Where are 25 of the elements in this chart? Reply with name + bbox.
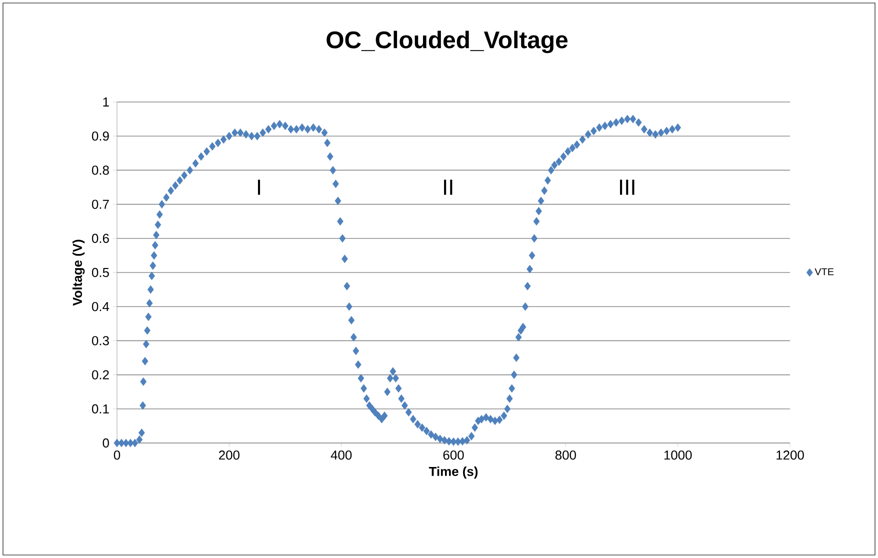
annotation: I xyxy=(258,180,260,195)
y-tick-label: 0.4 xyxy=(92,302,110,312)
x-tick-label: 600 xyxy=(443,450,464,460)
y-axis-title: Voltage (V) xyxy=(72,240,85,306)
y-tick-label: 0.7 xyxy=(92,200,109,209)
x-tick-label: 1200 xyxy=(776,450,804,460)
y-tick-label: 1 xyxy=(103,98,109,106)
y-tick-label: 0.6 xyxy=(92,234,109,243)
y-tick-label: 0.5 xyxy=(92,268,109,278)
y-tick-label: 0.9 xyxy=(92,132,109,141)
x-tick-label: 800 xyxy=(555,450,576,460)
y-tick-label: 0.2 xyxy=(92,370,109,380)
y-tick-label: 0.3 xyxy=(92,336,109,346)
x-tick-label: 400 xyxy=(330,450,352,460)
annotation: II xyxy=(444,180,452,195)
annotation: III xyxy=(620,180,634,195)
x-tick-label: 200 xyxy=(219,450,240,460)
y-tick-label: 0.1 xyxy=(92,404,109,414)
chart-title: OC_Clouded_Voltage xyxy=(326,30,568,54)
x-tick-label: 1000 xyxy=(664,450,692,460)
y-tick-label: 0 xyxy=(102,438,109,448)
x-tick-label: 0 xyxy=(114,450,120,460)
x-axis-title: Time (s) xyxy=(428,466,478,479)
y-tick-label: 0.8 xyxy=(92,166,109,175)
legend-label: VTE xyxy=(814,268,834,276)
